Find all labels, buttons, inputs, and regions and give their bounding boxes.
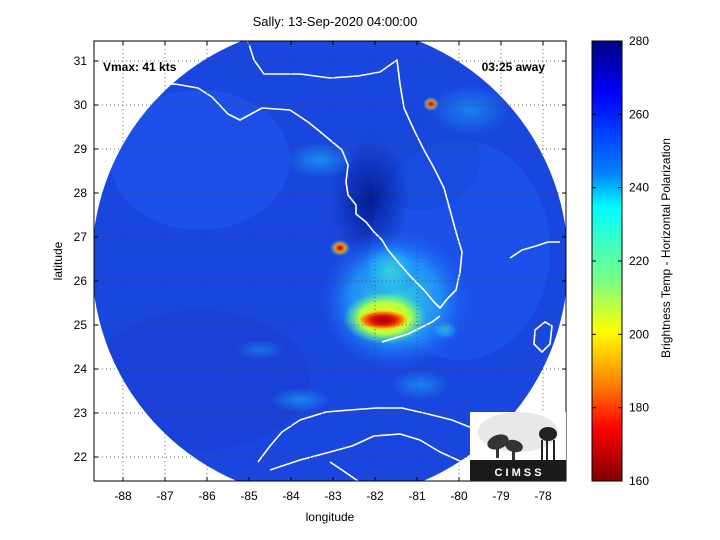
x-tick-label: -80 [450,489,468,503]
y-tick-label: 26 [74,274,88,288]
colorbar-label: Brightness Temp - Horizontal Polarizatio… [659,138,673,358]
colorbar-tick-label: 160 [629,474,649,488]
logo-text: C I M S S [494,467,541,479]
colorbar-tick-label: 280 [629,34,649,48]
x-tick-label: -79 [492,489,510,503]
y-axis-label: latitude [51,241,65,280]
colorbar-tick-label: 220 [629,254,649,268]
y-tick-label: 29 [74,142,88,156]
x-tick-label: -84 [282,489,300,503]
cimss-logo: C I M S S [470,412,566,481]
x-axis: -88 -87 -86 -85 -84 -83 -82 -81 -80 -79 -78 [114,41,552,503]
grid-lines [94,41,566,481]
y-tick-label: 31 [74,54,88,68]
y-tick-label: 30 [74,98,88,112]
x-tick-label: -88 [114,489,132,503]
y-tick-label: 28 [74,186,88,200]
colorbar-tick-label: 260 [629,107,649,121]
plot-frame [93,40,567,482]
x-tick-label: -87 [156,489,174,503]
x-tick-label: -82 [366,489,384,503]
plot-title: Sally: 13-Sep-2020 04:00:00 [252,14,418,29]
y-tick-label: 25 [74,318,88,332]
y-tick-label: 22 [74,450,88,464]
colorbar-tick-label: 240 [629,181,649,195]
y-tick-label: 23 [74,406,88,420]
colorbar [591,40,623,482]
vmax-label: Vmax: 41 kts [103,60,177,74]
x-tick-label: -86 [198,489,216,503]
x-tick-label: -83 [324,489,342,503]
x-tick-label: -85 [240,489,258,503]
y-tick-label: 27 [74,230,88,244]
colorbar-tick-label: 200 [629,327,649,341]
x-axis-label: longitude [306,510,355,524]
colorbar-tick-label: 180 [629,401,649,415]
colorbar-ticks: 280 260 240 220 200 180 160 [592,34,649,488]
x-tick-label: -78 [534,489,552,503]
y-tick-label: 24 [74,362,88,376]
coastlines [94,41,566,481]
brightness-temp-disc [94,41,566,481]
time-away-label: 03:25 away [482,60,546,74]
x-tick-label: -81 [408,489,426,503]
